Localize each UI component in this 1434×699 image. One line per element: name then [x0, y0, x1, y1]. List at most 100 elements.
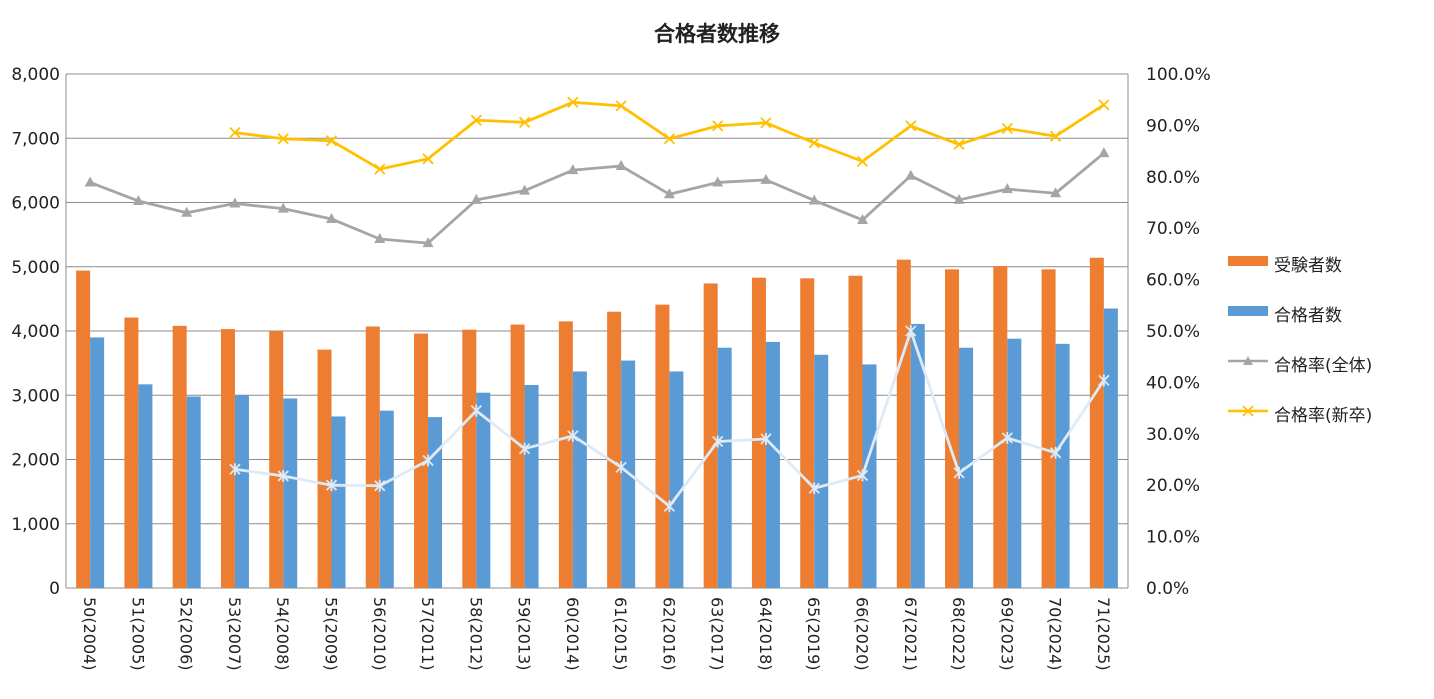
- triangle-marker: [953, 193, 965, 204]
- bar-passers: [862, 364, 877, 588]
- legend-item-pass-rate-new: 合格率(新卒): [1228, 398, 1428, 428]
- y-right-tick-label: 10.0%: [1146, 528, 1200, 548]
- y-left-tick-label: 1,000: [11, 515, 60, 535]
- triangle-marker: [808, 194, 820, 205]
- x-tick-label: 50(2004): [80, 597, 99, 671]
- triangle-marker: [1098, 147, 1110, 158]
- bar-exam-takers: [269, 331, 284, 588]
- x-tick-label: 60(2014): [563, 597, 582, 671]
- triangle-marker: [519, 184, 531, 195]
- star-marker: [856, 469, 869, 482]
- x-tick-label: 57(2011): [418, 597, 437, 671]
- triangle-marker: [712, 176, 724, 187]
- y-left-tick-label: 0: [49, 579, 60, 599]
- star-marker: [760, 432, 772, 445]
- bar-passers: [1055, 343, 1070, 588]
- bar-exam-takers: [76, 270, 91, 588]
- bar-exam-takers: [414, 333, 429, 588]
- bar-passers: [1103, 308, 1118, 588]
- star-marker: [712, 435, 724, 448]
- bar-passers: [1007, 338, 1022, 588]
- legend-label-exam-takers: 受験者数: [1274, 256, 1342, 276]
- star-marker: [1098, 374, 1110, 387]
- x-marker: [518, 116, 531, 128]
- bar-passers: [910, 323, 925, 588]
- bar-passers: [524, 384, 539, 588]
- triangle-marker: [857, 213, 868, 224]
- x-marker: [567, 96, 579, 108]
- triangle-marker: [663, 188, 675, 199]
- legend-swatch-pass-rate-new: [1228, 405, 1268, 417]
- triangle-marker: [567, 164, 579, 175]
- legend-item-passers: 合格者数: [1228, 298, 1428, 328]
- x-tick-label: 66(2020): [853, 597, 872, 671]
- triangle-marker: [760, 173, 772, 184]
- star-marker: [1049, 446, 1062, 459]
- star-marker: [518, 442, 531, 455]
- x-tick-label: 53(2007): [225, 597, 244, 671]
- y-left-tick-label: 5,000: [11, 258, 60, 278]
- x-tick-label: 61(2015): [611, 597, 630, 671]
- x-marker: [760, 117, 772, 129]
- x-marker: [712, 120, 724, 132]
- y-right-tick-label: 100.0%: [1146, 65, 1211, 85]
- bar-passers: [379, 410, 394, 588]
- bar-passers: [186, 396, 201, 588]
- x-tick-label: 63(2017): [708, 597, 727, 671]
- legend-swatch-passers: [1228, 306, 1268, 316]
- bar-exam-takers: [462, 329, 477, 588]
- x-tick-label: 52(2006): [177, 597, 196, 671]
- star-marker: [470, 404, 482, 417]
- triangle-marker: [422, 237, 434, 248]
- x-tick-label: 67(2021): [901, 597, 920, 671]
- bar-passers: [669, 371, 684, 588]
- x-marker: [1098, 99, 1110, 111]
- x-tick-label: 54(2008): [273, 597, 292, 671]
- triangle-marker: [1001, 183, 1013, 194]
- star-marker: [953, 466, 965, 479]
- x-tick-label: 56(2010): [370, 597, 389, 671]
- bar-exam-takers: [800, 278, 815, 588]
- y-left-tick-label: 7,000: [11, 129, 60, 149]
- y-left-tick-label: 8,000: [11, 65, 60, 85]
- triangle-marker: [84, 176, 96, 187]
- x-tick-label: 62(2016): [659, 597, 678, 671]
- chart-title: 合格者数推移: [654, 22, 780, 46]
- star-marker: [277, 469, 289, 482]
- triangle-marker: [181, 206, 193, 217]
- x-tick-label: 69(2023): [997, 597, 1016, 671]
- x-tick-label: 64(2018): [756, 597, 775, 671]
- legend-item-exam-takers: 受験者数: [1228, 248, 1428, 278]
- y-right-tick-label: 80.0%: [1146, 168, 1200, 188]
- x-marker: [615, 100, 627, 112]
- star-marker: [422, 454, 434, 467]
- y-left-tick-label: 6,000: [11, 194, 60, 214]
- x-marker: [374, 163, 386, 175]
- pass-rate-all-line: [89, 152, 1105, 245]
- x-tick-label: 59(2013): [515, 597, 534, 671]
- bar-exam-takers: [848, 275, 863, 588]
- x-tick-label: 58(2012): [466, 597, 485, 671]
- star-marker: [905, 325, 917, 337]
- x-tick-label: 71(2025): [1094, 597, 1113, 671]
- star-marker: [325, 479, 338, 492]
- bar-exam-takers: [220, 329, 235, 588]
- legend-swatch-pass-rate-all: [1228, 356, 1268, 365]
- triangle-marker: [132, 194, 144, 205]
- legend-label-pass-rate-new: 合格率(新卒): [1274, 406, 1373, 426]
- x-tick-label: 65(2019): [804, 597, 823, 671]
- y-right-tick-label: 90.0%: [1146, 116, 1200, 136]
- bar-passers: [717, 347, 732, 588]
- bar-exam-takers: [558, 321, 573, 588]
- bar-exam-takers: [172, 325, 187, 588]
- bar-exam-takers: [655, 304, 670, 588]
- y-right-tick-label: 70.0%: [1146, 219, 1200, 239]
- star-marker: [567, 429, 579, 442]
- x-tick-label: 55(2009): [322, 597, 341, 671]
- bar-exam-takers: [365, 326, 380, 588]
- y-right-tick-label: 20.0%: [1146, 476, 1200, 496]
- x-tick-label: 68(2022): [949, 597, 968, 671]
- triangle-marker: [905, 169, 917, 180]
- triangle-marker: [326, 212, 337, 223]
